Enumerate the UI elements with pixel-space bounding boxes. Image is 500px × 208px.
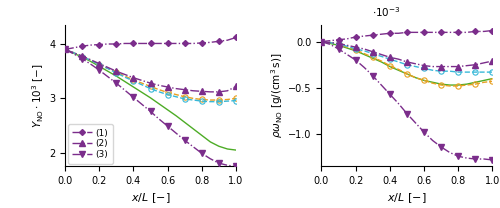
(2) <box>62 48 68 51</box>
(1) <box>233 36 239 39</box>
(2) <box>130 77 136 79</box>
(1) <box>199 42 205 44</box>
(2) <box>182 88 188 91</box>
(2) <box>199 90 205 93</box>
(3) <box>114 82 119 84</box>
(1) <box>164 42 170 45</box>
(2) <box>233 85 239 88</box>
(2) <box>79 55 85 57</box>
(3) <box>96 69 102 71</box>
(1) <box>130 42 136 45</box>
(1) <box>216 40 222 42</box>
(2) <box>164 86 170 88</box>
(1) <box>182 42 188 45</box>
Text: $\cdot10^{-3}$: $\cdot10^{-3}$ <box>372 5 401 19</box>
(3) <box>199 152 205 155</box>
X-axis label: $x/L$ $[-]$: $x/L$ $[-]$ <box>388 192 426 206</box>
(1) <box>114 43 119 45</box>
(2) <box>96 62 102 65</box>
X-axis label: $x/L$ $[-]$: $x/L$ $[-]$ <box>131 192 170 206</box>
Line: (1): (1) <box>63 35 238 52</box>
Line: (2): (2) <box>62 47 238 94</box>
(3) <box>216 162 222 164</box>
(3) <box>130 96 136 99</box>
(3) <box>182 139 188 141</box>
(3) <box>148 110 154 113</box>
(3) <box>233 165 239 168</box>
(3) <box>164 125 170 127</box>
(3) <box>79 57 85 60</box>
(1) <box>96 43 102 46</box>
Y-axis label: $\rho\omega_{\mathrm{NO}}$ $[\mathrm{g/(cm^3\,s)}]$: $\rho\omega_{\mathrm{NO}}$ $[\mathrm{g/(… <box>270 53 285 138</box>
(1) <box>148 42 154 45</box>
(2) <box>148 82 154 84</box>
(1) <box>79 45 85 47</box>
(3) <box>62 48 68 51</box>
Legend: (1), (2), (3): (1), (2), (3) <box>68 124 113 164</box>
(2) <box>216 91 222 93</box>
Y-axis label: $Y_{\mathrm{NO}} \cdot 10^3$ $[-]$: $Y_{\mathrm{NO}} \cdot 10^3$ $[-]$ <box>30 63 46 128</box>
Line: (3): (3) <box>62 47 238 169</box>
(2) <box>114 70 119 72</box>
(1) <box>62 48 68 51</box>
